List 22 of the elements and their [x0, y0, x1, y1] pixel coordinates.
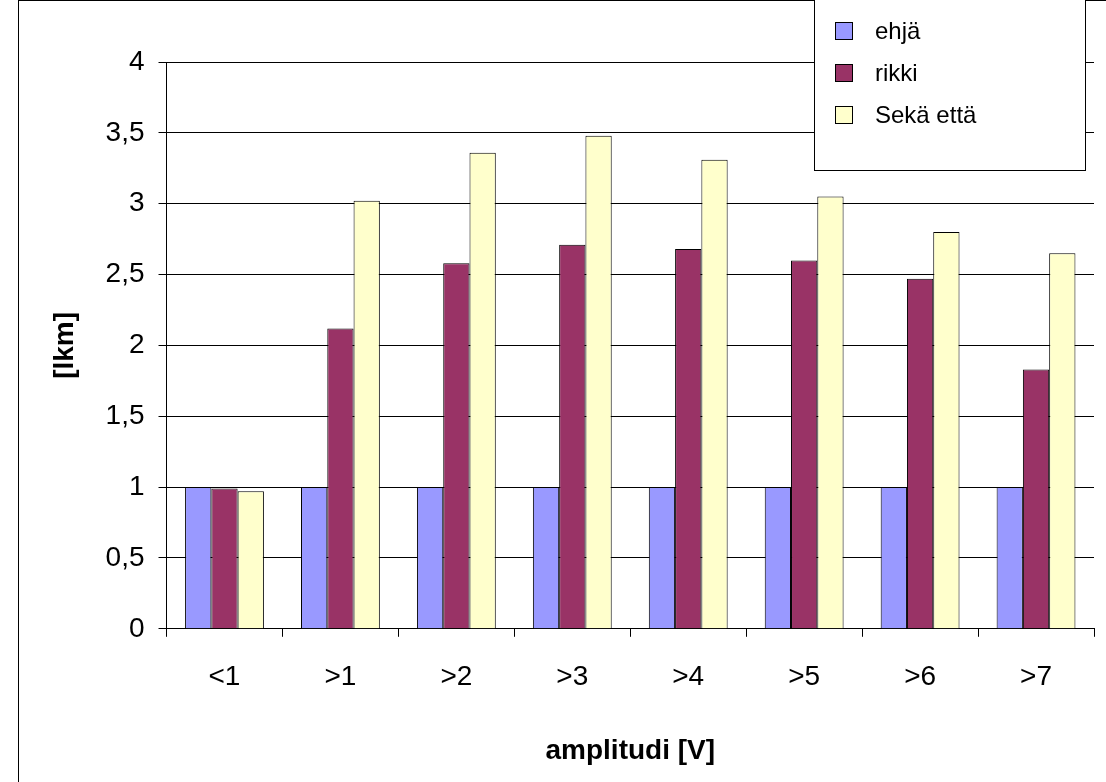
y-tick-label: 3,5	[105, 115, 145, 147]
y-tick-label: 2	[128, 328, 145, 360]
y-tick-label: 0	[128, 611, 145, 643]
y-tick-label: 4	[128, 44, 145, 76]
y-tick-label: 3	[128, 186, 145, 218]
x-tick-label: >4	[672, 660, 705, 692]
legend-label: Sekä että	[875, 101, 977, 129]
y-tick-label: 2,5	[105, 257, 145, 289]
x-tick-label: >7	[1020, 660, 1052, 692]
x-tick-label: >1	[324, 660, 357, 692]
x-tick-label: >2	[440, 660, 473, 692]
y-tick-label: 0,5	[105, 540, 145, 572]
x-axis-title: amplitudi [V]	[545, 733, 716, 765]
x-tick-label: <1	[208, 660, 241, 692]
legend-label: ehjä	[875, 17, 921, 45]
y-axis-title: [lkm]	[47, 311, 79, 379]
x-tick-label: >3	[556, 660, 589, 692]
x-tick-label: >5	[788, 660, 821, 692]
legend-label: rikki	[875, 59, 918, 87]
x-tick-label: >6	[904, 660, 937, 692]
y-tick-label: 1,5	[105, 398, 145, 430]
y-tick-label: 1	[128, 469, 145, 501]
